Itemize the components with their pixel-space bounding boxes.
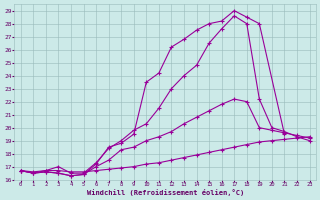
X-axis label: Windchill (Refroidissement éolien,°C): Windchill (Refroidissement éolien,°C) (86, 189, 244, 196)
